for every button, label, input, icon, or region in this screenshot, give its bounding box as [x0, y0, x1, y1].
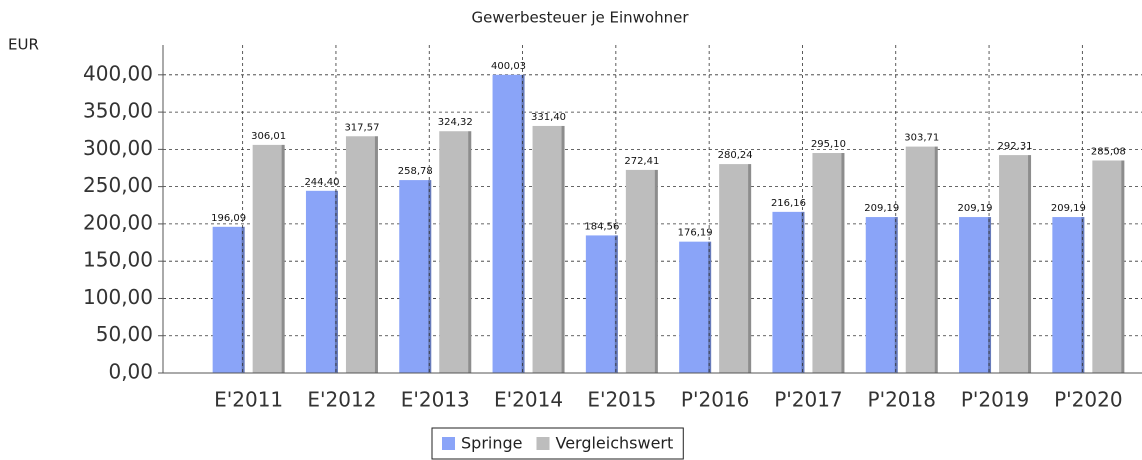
- bar: [532, 125, 565, 373]
- value-label: 209,19: [864, 203, 899, 214]
- bar: [959, 217, 992, 373]
- y-tick-label: 350,00: [83, 99, 153, 123]
- bar: [679, 241, 712, 373]
- value-label: 209,19: [958, 203, 993, 214]
- y-axis-label: EUR: [8, 36, 39, 54]
- value-label: 209,19: [1051, 203, 1086, 214]
- bar-shade: [468, 131, 472, 373]
- bar-shade: [894, 217, 898, 373]
- y-tick-label: 400,00: [83, 61, 153, 85]
- bar-shade: [801, 211, 805, 373]
- legend-swatch: [442, 437, 455, 450]
- value-label: 303,71: [904, 133, 939, 144]
- x-tick-label: E'2013: [401, 388, 470, 412]
- x-tick-label: P'2019: [961, 388, 1029, 412]
- bar-shade: [841, 153, 845, 373]
- bar-shade: [561, 125, 565, 373]
- value-label: 272,41: [624, 156, 659, 167]
- value-label: 285,08: [1091, 146, 1126, 157]
- y-tick-label: 0,00: [108, 360, 153, 384]
- bar: [585, 235, 618, 373]
- bar: [492, 74, 525, 374]
- value-label: 176,19: [678, 228, 713, 239]
- bar-shade: [334, 190, 338, 373]
- bar: [212, 226, 245, 373]
- value-label: 306,01: [251, 131, 286, 142]
- bar: [905, 146, 938, 373]
- bar-shade: [654, 169, 658, 373]
- bar-shade: [934, 146, 938, 373]
- x-tick-label: P'2020: [1054, 388, 1122, 412]
- bar-shade: [614, 235, 618, 373]
- bar: [439, 131, 472, 373]
- chart-title: Gewerbesteuer je Einwohner: [471, 9, 689, 27]
- bar-shade: [1121, 160, 1125, 373]
- value-label: 196,09: [211, 213, 246, 224]
- x-tick-label: P'2016: [681, 388, 749, 412]
- bar: [1092, 160, 1125, 373]
- bar-shade: [748, 164, 752, 373]
- legend-label: Vergleichswert: [555, 434, 673, 453]
- bar-shade: [708, 241, 712, 373]
- bar-shade: [521, 74, 525, 374]
- bar: [345, 136, 378, 373]
- y-tick-label: 200,00: [83, 210, 153, 234]
- x-tick-label: E'2014: [494, 388, 563, 412]
- value-label: 324,32: [438, 117, 473, 128]
- value-label: 292,31: [998, 141, 1033, 152]
- legend-box: [431, 427, 684, 460]
- legend-swatch: [536, 437, 550, 450]
- x-tick-label: E'2011: [214, 388, 283, 412]
- y-tick-label: 100,00: [83, 285, 153, 309]
- value-label: 258,78: [398, 166, 433, 177]
- bar: [865, 217, 898, 373]
- bar: [399, 180, 432, 373]
- y-tick-label: 150,00: [83, 248, 153, 272]
- legend-label: Springe: [461, 434, 522, 453]
- bar: [999, 155, 1032, 373]
- value-label: 184,56: [584, 221, 619, 232]
- bar: [812, 153, 845, 373]
- value-label: 280,24: [718, 150, 753, 161]
- y-tick-label: 50,00: [96, 322, 153, 346]
- bar: [1052, 217, 1085, 373]
- bar: [252, 144, 285, 373]
- value-label: 331,40: [531, 112, 566, 123]
- bar-shade: [988, 217, 992, 373]
- value-label: 216,16: [771, 198, 806, 209]
- x-tick-label: P'2017: [774, 388, 842, 412]
- y-tick-label: 250,00: [83, 173, 153, 197]
- bar: [305, 190, 338, 373]
- bar: [772, 211, 805, 373]
- bar: [625, 169, 658, 373]
- value-label: 295,10: [811, 139, 846, 150]
- bar-shade: [241, 226, 245, 373]
- x-tick-label: P'2018: [868, 388, 936, 412]
- x-tick-label: E'2012: [307, 388, 376, 412]
- value-label: 400,03: [491, 61, 526, 72]
- bar-shade: [1028, 155, 1032, 373]
- bar-shade: [281, 144, 285, 373]
- y-tick-label: 300,00: [83, 136, 153, 160]
- bar-shade: [1081, 217, 1085, 373]
- value-label: 317,57: [344, 122, 379, 133]
- bar-shade: [428, 180, 432, 373]
- value-label: 244,40: [304, 177, 339, 188]
- x-tick-label: E'2015: [587, 388, 656, 412]
- bar: [719, 164, 752, 373]
- bar-shade: [374, 136, 378, 373]
